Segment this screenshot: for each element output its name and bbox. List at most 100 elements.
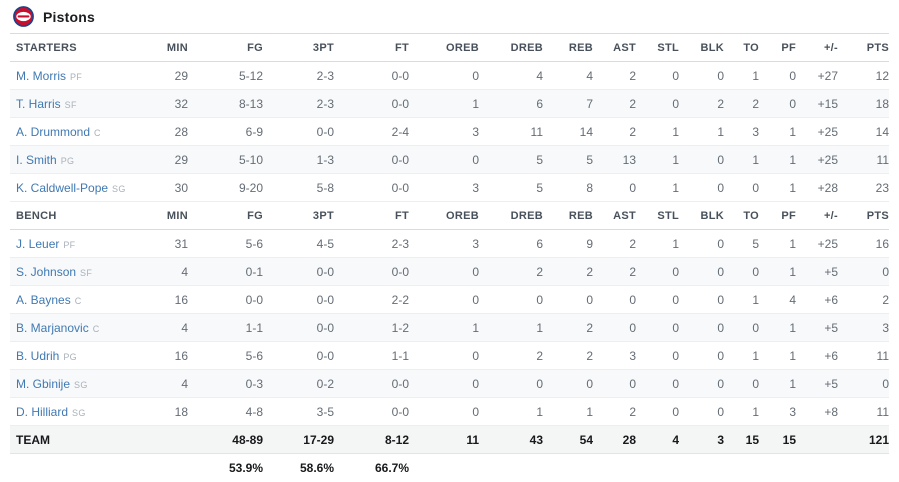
stat-cell: 0-0 bbox=[316, 320, 334, 335]
stat-cell: 6-9 bbox=[245, 124, 263, 139]
stat-cell: +5 bbox=[824, 376, 838, 391]
player-name-link[interactable]: S. Johnson bbox=[16, 264, 77, 279]
stat-cell: 0-0 bbox=[391, 180, 409, 195]
stat-cell: 1-2 bbox=[391, 320, 409, 335]
stat-cell: 3 bbox=[629, 348, 636, 363]
column-header: PF bbox=[781, 41, 796, 54]
stat-cell: 0 bbox=[882, 376, 889, 391]
total-stat-cell: 54 bbox=[579, 432, 593, 447]
stat-cell: 0 bbox=[472, 264, 479, 279]
stat-cell: 16 bbox=[174, 292, 188, 307]
player-name-link[interactable]: B. Marjanovic bbox=[16, 320, 89, 335]
stat-cell: 1 bbox=[789, 264, 796, 279]
stat-cell: 0 bbox=[586, 376, 593, 391]
stat-cell: 0 bbox=[672, 348, 679, 363]
team-header: Pistons bbox=[0, 0, 899, 33]
stat-cell: 5 bbox=[536, 180, 543, 195]
pct-cell bbox=[479, 454, 543, 482]
pct-cell bbox=[796, 454, 838, 482]
stat-cell: +25 bbox=[817, 124, 838, 139]
player-name-link[interactable]: K. Caldwell-Pope bbox=[16, 180, 109, 195]
stat-cell: 2 bbox=[629, 264, 636, 279]
stat-cell: +28 bbox=[817, 180, 838, 195]
stat-cell: 29 bbox=[174, 68, 188, 83]
stat-cell: 11 bbox=[876, 152, 889, 167]
stat-cell: 2-2 bbox=[391, 292, 409, 307]
player-name-link[interactable]: D. Hilliard bbox=[16, 404, 69, 419]
column-header: REB bbox=[568, 41, 593, 54]
stat-cell: 4-8 bbox=[245, 404, 263, 419]
player-name-link[interactable]: J. Leuer bbox=[16, 236, 60, 251]
total-stat-cell bbox=[796, 426, 838, 454]
stat-cell: 1 bbox=[472, 96, 479, 111]
stat-cell: 1 bbox=[752, 404, 759, 419]
column-header: MIN bbox=[166, 209, 188, 222]
column-header: BLK bbox=[700, 41, 724, 54]
stat-cell: 32 bbox=[174, 96, 188, 111]
stat-cell: 1 bbox=[672, 180, 679, 195]
stat-cell: 0 bbox=[752, 264, 759, 279]
player-cell: M. Gbinije SG bbox=[10, 370, 126, 398]
stat-cell: 3 bbox=[882, 320, 889, 335]
stat-cell: 0 bbox=[629, 180, 636, 195]
player-position: SG bbox=[74, 379, 88, 390]
player-name-link[interactable]: I. Smith bbox=[16, 152, 57, 167]
stat-cell: 0 bbox=[752, 320, 759, 335]
stat-cell: 0-2 bbox=[316, 376, 334, 391]
stat-cell: +5 bbox=[824, 264, 838, 279]
stat-cell: 6 bbox=[536, 236, 543, 251]
column-header-row: BENCH MIN FG 3PT FT OREB DREB REB AST STL BLK TO PF +… bbox=[10, 201, 889, 230]
stat-cell: 0 bbox=[717, 292, 724, 307]
stat-cell: 9-20 bbox=[238, 180, 263, 195]
stat-cell: 28 bbox=[174, 124, 188, 139]
player-cell: A. Baynes C bbox=[10, 286, 126, 314]
column-header: AST bbox=[613, 41, 636, 54]
total-stat-cell: 121 bbox=[868, 432, 889, 447]
stat-cell: 1 bbox=[752, 152, 759, 167]
total-stat-cell: 3 bbox=[717, 432, 724, 447]
column-header: PTS bbox=[866, 209, 889, 222]
stat-cell: 18 bbox=[875, 96, 889, 111]
stat-cell: 1 bbox=[672, 152, 679, 167]
player-name-link[interactable]: A. Drummond bbox=[16, 124, 91, 139]
pct-cell bbox=[759, 454, 796, 482]
stat-cell: 0-0 bbox=[316, 264, 334, 279]
stat-cell: 6 bbox=[536, 96, 543, 111]
stat-cell: 2 bbox=[536, 264, 543, 279]
player-row: M. Gbinije SG 4 0-3 0-2 0-0 0 0 0 0 0 0 0 1 +5 0 bbox=[10, 369, 889, 398]
player-name-link[interactable]: M. Gbinije bbox=[16, 376, 71, 391]
player-name-link[interactable]: M. Morris bbox=[16, 68, 66, 83]
pct-cell: 58.6% bbox=[299, 460, 334, 475]
stat-cell: 0 bbox=[472, 292, 479, 307]
player-position: C bbox=[74, 295, 82, 306]
column-header: +/- bbox=[823, 209, 838, 222]
stat-cell: 1 bbox=[752, 348, 759, 363]
stat-cell: 0 bbox=[672, 404, 679, 419]
stat-cell: 2 bbox=[752, 96, 759, 111]
player-name-link[interactable]: B. Udrih bbox=[16, 348, 60, 363]
stat-cell: 11 bbox=[876, 348, 889, 363]
stat-cell: 2 bbox=[882, 292, 889, 307]
team-name[interactable]: Pistons bbox=[43, 8, 95, 25]
stat-cell: 1 bbox=[752, 68, 759, 83]
stat-cell: 7 bbox=[586, 96, 593, 111]
column-header: DREB bbox=[510, 41, 543, 54]
box-score-body: STARTERS MIN FG 3PT FT OREB DREB REB AST STL BLK TO… bbox=[10, 33, 889, 482]
player-position: PF bbox=[63, 239, 76, 250]
stat-cell: 2 bbox=[717, 96, 724, 111]
player-name-link[interactable]: T. Harris bbox=[16, 96, 61, 111]
box-score-table: STARTERS MIN FG 3PT FT OREB DREB REB AST STL BLK TO… bbox=[10, 33, 889, 482]
stat-cell: +8 bbox=[824, 404, 838, 419]
player-cell: M. Morris PF bbox=[10, 62, 126, 90]
player-row: K. Caldwell-Pope SG 30 9-20 5-8 0-0 3 5 8 0 1 0 0 1 +2… bbox=[10, 174, 889, 202]
player-name-link[interactable]: A. Baynes bbox=[16, 292, 71, 307]
stat-cell: 0-1 bbox=[245, 264, 263, 279]
stat-cell: 0 bbox=[536, 292, 543, 307]
stat-cell: 2 bbox=[629, 68, 636, 83]
stat-cell: 1-1 bbox=[391, 348, 409, 363]
pct-spacer bbox=[10, 454, 126, 482]
stat-cell: 1 bbox=[789, 180, 796, 195]
total-stat-cell: 4 bbox=[672, 432, 679, 447]
stat-cell: 5-12 bbox=[238, 68, 263, 83]
stat-cell: +6 bbox=[824, 292, 838, 307]
